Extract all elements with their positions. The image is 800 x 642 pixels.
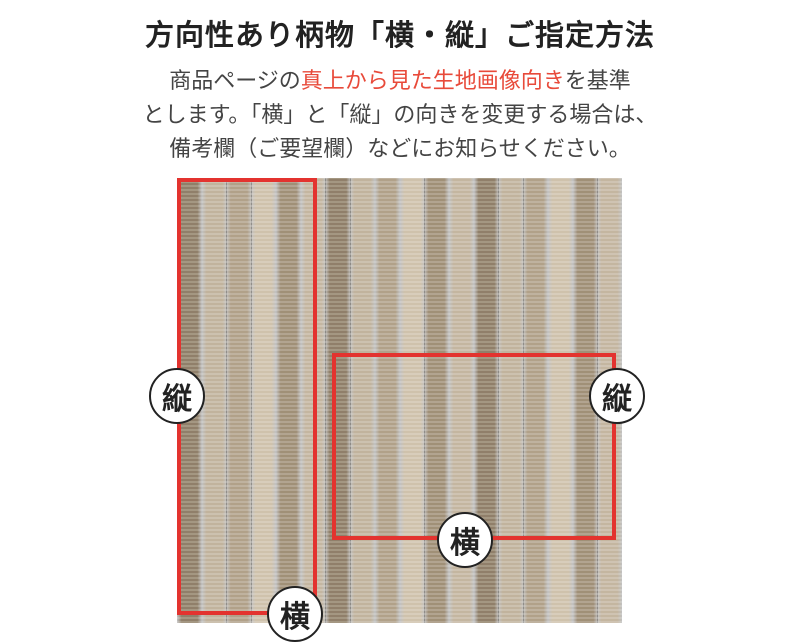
desc-line1-suffix: を基準 [565,68,631,93]
page-title: 方向性あり柄物「横・縦」ご指定方法 [0,0,800,54]
desc-line3: 備考欄（ご要望欄）などにお知らせください。 [169,136,631,161]
desc-highlight: 真上から見た生地画像向き [301,68,565,93]
badge-yoko-left: 横 [267,586,323,642]
description-paragraph: 商品ページの真上から見た生地画像向きを基準 とします。「横」と「縦」の向きを変更… [0,64,800,166]
desc-line2: とします。「横」と「縦」の向きを変更する場合は、 [143,102,658,127]
diagram-stage: 縦 横 縦 横 [177,178,622,623]
badge-yoko-right: 横 [437,512,493,568]
badge-tate-right: 縦 [589,368,645,424]
rect-landscape [332,353,616,540]
desc-prefix: 商品ページの [169,68,301,93]
badge-tate-left: 縦 [149,368,205,424]
